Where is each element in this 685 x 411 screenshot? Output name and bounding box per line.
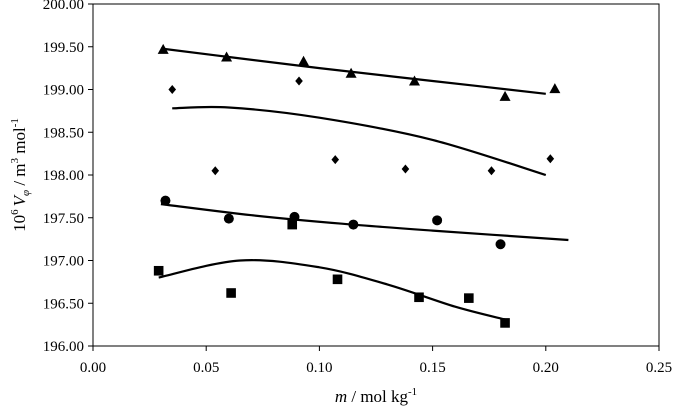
circle-marker	[495, 239, 506, 250]
square-marker	[464, 293, 474, 303]
x-tick-label: 0.05	[193, 360, 219, 376]
diamond-marker	[546, 154, 555, 164]
y-tick-label: 196.00	[43, 339, 84, 355]
triangle-marker	[499, 90, 511, 101]
y-tick-label: 199.00	[43, 83, 84, 99]
y-axis-ticks: 196.00 196.50 197.00 197.50 198.00 198.50 199.…	[43, 0, 93, 355]
y-tick-label: 199.50	[43, 40, 84, 56]
diamond-marker	[168, 85, 177, 94]
diamond-marker	[487, 166, 496, 176]
fit-curves	[158, 47, 569, 321]
y-tick-label: 200.00	[43, 0, 84, 13]
y-tick-label: 198.50	[43, 125, 84, 141]
fit-curve-circle	[160, 203, 569, 242]
x-tick-label: 0.20	[533, 360, 559, 376]
square-marker	[332, 274, 343, 285]
triangle-marker	[345, 67, 357, 78]
x-tick-label: 0.15	[419, 360, 445, 376]
triangle-marker	[221, 51, 233, 62]
triangle-marker	[157, 43, 169, 54]
diamond-marker	[331, 155, 340, 165]
fit-curve-diamond	[172, 105, 547, 177]
square-marker	[153, 265, 164, 276]
diamond-marker	[211, 166, 220, 176]
circle-marker	[289, 211, 300, 222]
triangle-marker	[549, 83, 561, 94]
square-marker	[226, 288, 236, 298]
square-marker	[287, 219, 298, 230]
y-tick-label: 196.50	[43, 296, 84, 312]
x-axis-ticks: 0.00 0.05 0.10 0.15 0.20 0.25	[80, 346, 672, 376]
circle-marker	[432, 215, 443, 226]
diamond-marker	[401, 164, 410, 174]
circle-marker	[223, 213, 234, 224]
fit-curve-square	[158, 259, 506, 321]
circle-marker	[348, 219, 359, 230]
x-tick-label: 0.25	[646, 360, 672, 376]
diamond-marker	[295, 76, 303, 86]
fit-curve-triangle	[160, 47, 546, 95]
y-axis-label: 106Vφ / m3 mol-1	[9, 118, 32, 232]
y-tick-label: 197.00	[43, 254, 84, 270]
triangle-marker	[408, 75, 420, 86]
x-axis-label: m / mol kg-1	[335, 386, 417, 406]
x-tick-label: 0.10	[306, 360, 332, 376]
x-tick-label: 0.00	[80, 360, 106, 376]
triangle-marker	[298, 55, 310, 66]
y-tick-label: 197.50	[43, 211, 84, 227]
square-marker	[414, 292, 424, 303]
circle-marker	[160, 195, 171, 206]
y-tick-label: 198.00	[43, 168, 84, 184]
data-markers	[153, 43, 561, 328]
plot-frame	[92, 3, 660, 347]
square-marker	[500, 318, 510, 328]
